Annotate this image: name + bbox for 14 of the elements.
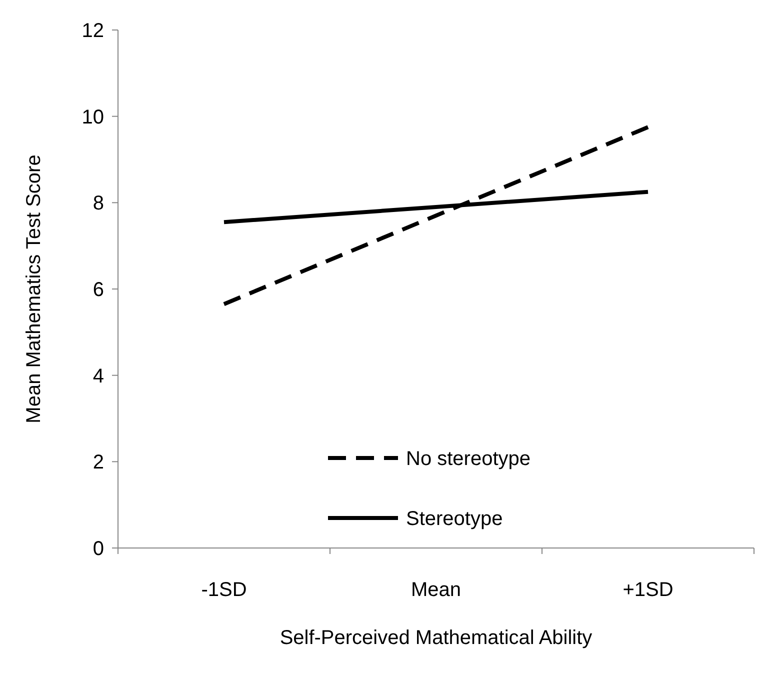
y-tick-label: 10	[82, 106, 104, 128]
legend-label: Stereotype	[406, 508, 503, 530]
y-tick-label: 4	[92, 365, 104, 388]
x-tick-label: -1SD	[201, 579, 247, 601]
y-tick-label: 8	[92, 192, 104, 215]
y-tick-label: 6	[92, 279, 104, 301]
legend-label: No stereotype	[406, 448, 531, 470]
x-tick-label: +1SD	[622, 579, 674, 601]
y-axis-title: Mean Mathematics Test Score	[23, 154, 45, 424]
x-tick-label: Mean	[410, 579, 462, 601]
x-axis-title: Self-Perceived Mathematical Ability	[280, 627, 592, 649]
y-tick-label: 2	[92, 452, 104, 474]
y-tick-label: 0	[92, 538, 104, 560]
y-tick-label: 12	[82, 20, 104, 42]
